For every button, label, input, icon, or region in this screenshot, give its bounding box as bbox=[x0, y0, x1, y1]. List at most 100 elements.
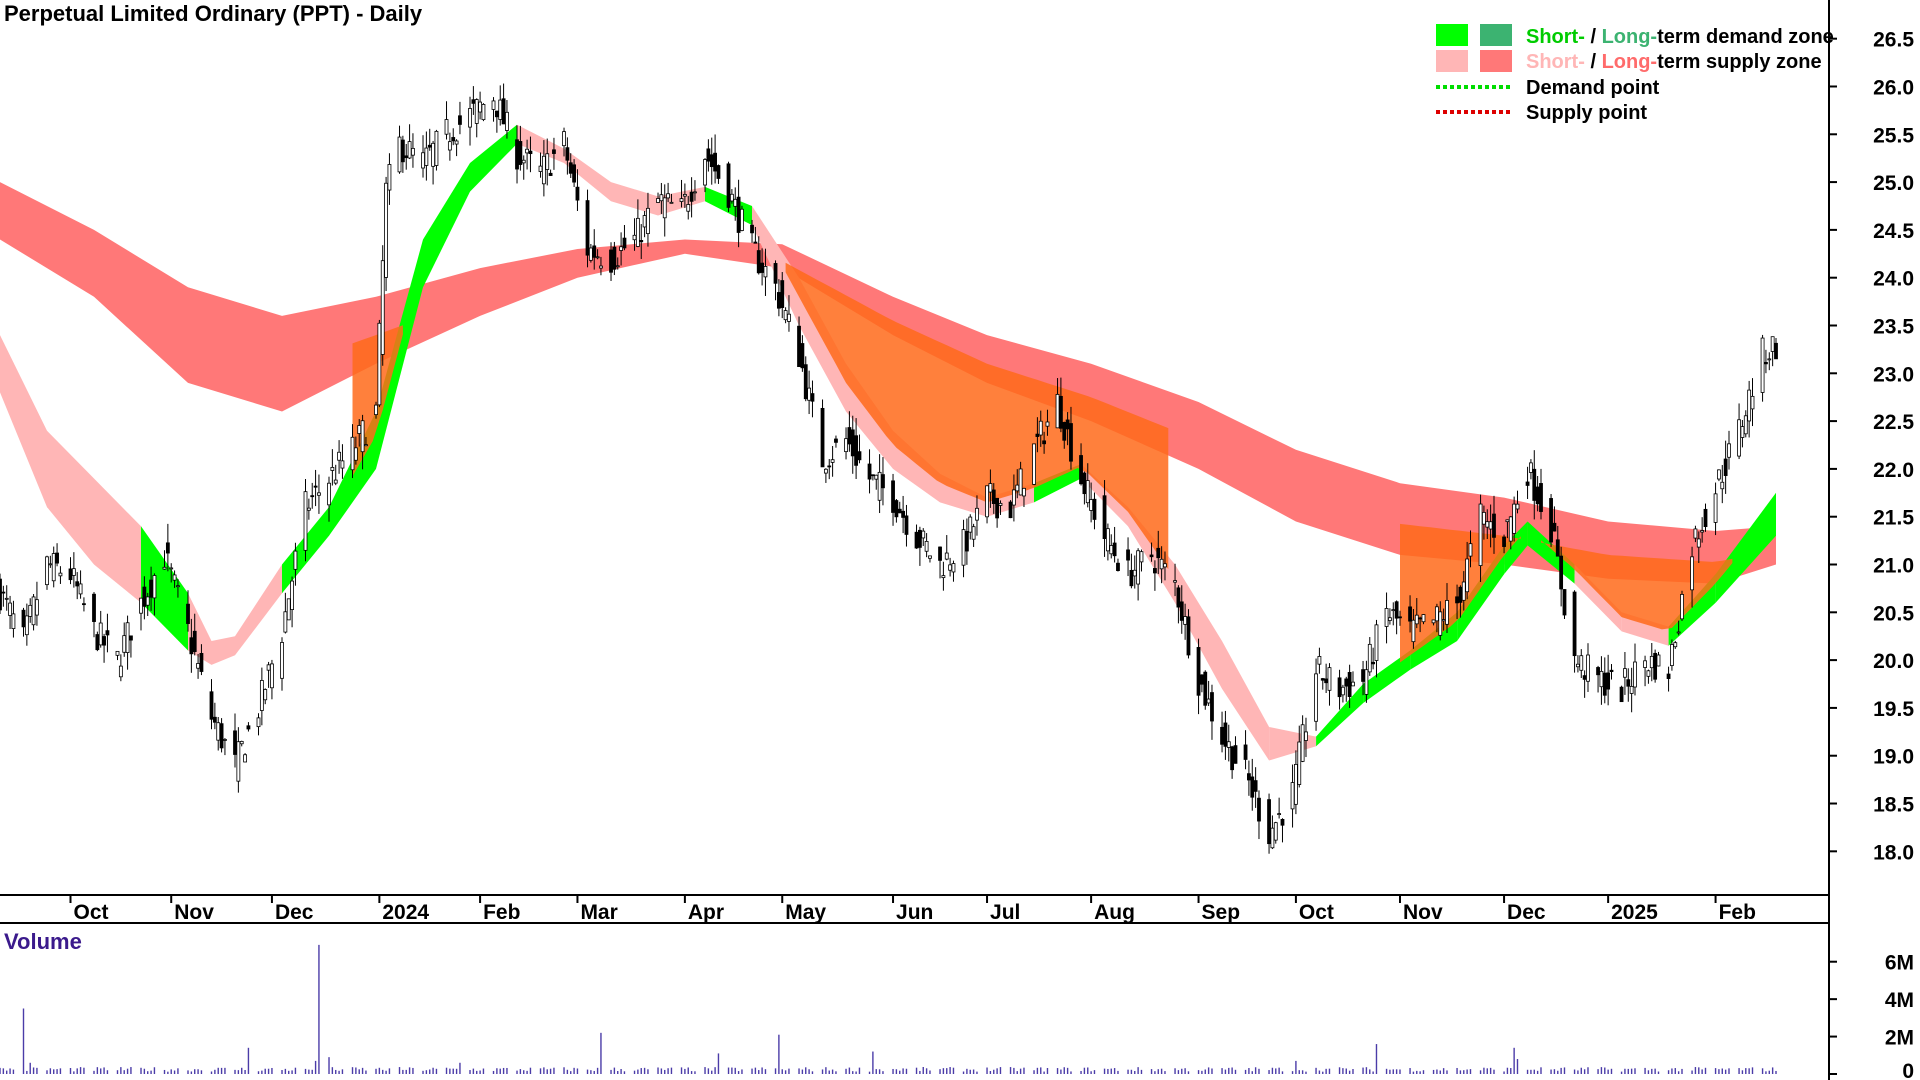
candle-body bbox=[1767, 358, 1772, 361]
candle-body bbox=[568, 162, 573, 174]
candle-body bbox=[870, 474, 875, 477]
candle-body bbox=[68, 568, 73, 581]
candle-body bbox=[518, 141, 523, 165]
candle-body bbox=[1723, 458, 1728, 476]
price-axis: 18.0 18.5 19.0 19.5 20.0 20.5 21.0 21.5 22.0 22.5… bbox=[1829, 29, 1914, 864]
candle-body bbox=[1633, 661, 1637, 688]
candle-body bbox=[615, 265, 620, 268]
time-tick-label: Jun bbox=[896, 901, 933, 924]
candle-body bbox=[1220, 726, 1224, 745]
candle-body bbox=[760, 262, 765, 273]
price-tick-label: 25.0 bbox=[1873, 172, 1914, 195]
short-term-zone-segment bbox=[47, 430, 94, 565]
candle-body bbox=[827, 465, 832, 468]
candle-body bbox=[1277, 813, 1282, 816]
candle-body bbox=[562, 131, 566, 147]
legend-demand-short: Short- bbox=[1526, 26, 1585, 48]
candle-body bbox=[1670, 644, 1674, 666]
time-axis: Oct Nov Dec 2024 Feb Mar Apr May Jun Jul Aug Sep Oct… bbox=[69, 895, 1756, 924]
candle-body bbox=[1747, 389, 1752, 422]
candle-body bbox=[736, 196, 741, 233]
candle-body bbox=[165, 542, 170, 554]
long-term-zone bbox=[0, 182, 1776, 584]
candle-body bbox=[212, 716, 217, 723]
candle-body bbox=[233, 730, 237, 755]
candle-body bbox=[45, 556, 49, 586]
candle-body bbox=[894, 500, 899, 518]
candle-body bbox=[21, 609, 26, 628]
legend-demand-point: Demand point bbox=[1526, 77, 1660, 99]
candle-body bbox=[971, 526, 976, 540]
candle-body bbox=[350, 436, 355, 471]
price-tick-label: 19.5 bbox=[1873, 698, 1914, 721]
candle-body bbox=[857, 451, 862, 461]
candle-body bbox=[1666, 673, 1671, 679]
candle-body bbox=[374, 404, 378, 416]
candle-body bbox=[1700, 530, 1705, 533]
time-tick-label: 2025 bbox=[1611, 901, 1658, 924]
candle-body bbox=[642, 215, 647, 228]
candle-body bbox=[95, 634, 100, 651]
price-tick-label: 22.0 bbox=[1873, 459, 1914, 482]
candle-body bbox=[118, 665, 123, 678]
candle-body bbox=[1018, 468, 1023, 496]
candle-body bbox=[1461, 581, 1466, 601]
candle-body bbox=[310, 495, 315, 498]
short-term-zone-segment bbox=[1363, 650, 1411, 704]
candle-body bbox=[750, 224, 754, 234]
candle-body bbox=[689, 191, 694, 202]
candle-body bbox=[1257, 797, 1261, 822]
candle-body bbox=[773, 263, 778, 284]
candle-body bbox=[1384, 608, 1389, 627]
candle-body bbox=[810, 393, 815, 402]
time-tick-label: Feb bbox=[1719, 901, 1756, 924]
candle-body bbox=[914, 531, 919, 549]
candle-body bbox=[8, 602, 12, 616]
candle-body bbox=[380, 260, 385, 355]
candle-body bbox=[1156, 547, 1161, 559]
candle-body bbox=[468, 108, 472, 128]
volume-title: Volume bbox=[4, 929, 82, 954]
candle-body bbox=[377, 322, 382, 406]
candle-body bbox=[612, 246, 617, 270]
candle-body bbox=[1055, 393, 1060, 429]
candle-body bbox=[844, 438, 848, 453]
candle-body bbox=[186, 603, 190, 624]
candle-body bbox=[1179, 601, 1184, 621]
candle-body bbox=[24, 615, 29, 636]
candle-body bbox=[1243, 744, 1248, 760]
candle-body bbox=[1764, 361, 1768, 365]
candle-body bbox=[1508, 516, 1513, 542]
candle-body bbox=[1250, 776, 1255, 798]
short-term-zone-segment bbox=[141, 526, 188, 651]
candle-body bbox=[1186, 616, 1191, 656]
candle-body bbox=[280, 642, 284, 679]
candle-body bbox=[1294, 764, 1298, 805]
price-tick-label: 25.5 bbox=[1873, 124, 1914, 147]
candle-body bbox=[1552, 522, 1557, 532]
candle-body bbox=[196, 663, 200, 669]
candle-body bbox=[327, 482, 331, 506]
candle-body bbox=[850, 429, 855, 457]
candle-body bbox=[1394, 601, 1399, 619]
candle-body bbox=[656, 198, 660, 203]
candle-body bbox=[669, 201, 674, 204]
candle-body bbox=[1042, 440, 1047, 445]
candle-body bbox=[115, 650, 120, 656]
time-tick-label: May bbox=[785, 901, 826, 924]
candle-body bbox=[1435, 606, 1439, 622]
short-term-zone-segment bbox=[1715, 492, 1776, 603]
price-tick-label: 24.5 bbox=[1873, 220, 1914, 243]
candle-body bbox=[1693, 528, 1698, 539]
candle-body bbox=[703, 159, 707, 186]
candle-body bbox=[105, 630, 110, 636]
candle-body bbox=[48, 563, 53, 566]
candle-body bbox=[575, 186, 580, 201]
candle-body bbox=[82, 603, 86, 606]
price-tick-label: 18.0 bbox=[1873, 841, 1914, 864]
candle-body bbox=[921, 530, 926, 539]
candle-body bbox=[78, 583, 83, 595]
candle-body bbox=[917, 529, 922, 548]
candle-body bbox=[219, 723, 224, 749]
candle-body bbox=[1079, 455, 1083, 485]
